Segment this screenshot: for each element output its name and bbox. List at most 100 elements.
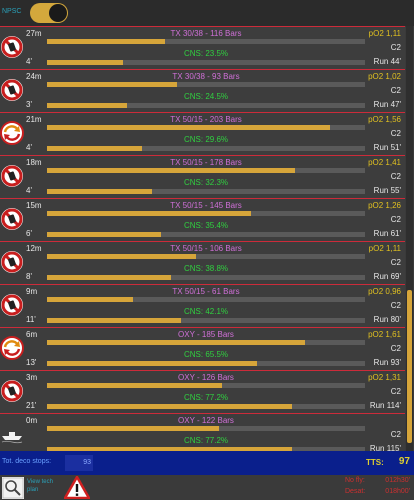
tank-pressure: TX 50/15 - 106 Bars <box>170 244 242 253</box>
tank-pressure: OXY - 122 Bars <box>178 416 234 425</box>
po2-value: pO2 1,31 <box>368 373 401 382</box>
cns-bar <box>47 103 365 108</box>
tank-pressure-fill <box>47 254 197 259</box>
cns-value: CNS: 29.6% <box>183 135 229 144</box>
stop-depth: 24m <box>26 72 42 81</box>
gas-switch-icon <box>0 121 24 145</box>
stop-time: 21' <box>26 401 37 410</box>
bottom-bar: View tech plan No fly: 012h30' Desat: 01… <box>0 474 414 500</box>
cns-fill <box>47 361 257 366</box>
cns-value: CNS: 32.3% <box>183 178 229 187</box>
run-time: Run 93' <box>373 358 401 367</box>
toggle-knob[interactable] <box>49 4 67 22</box>
stop-depth: 15m <box>26 201 42 210</box>
po2-value: pO2 1,56 <box>368 115 401 124</box>
run-time: Run 55' <box>373 186 401 195</box>
run-time: Run 51' <box>373 143 401 152</box>
desat-label: Desat: <box>345 488 366 495</box>
tank-pressure-bar <box>47 297 365 302</box>
warning-icon[interactable] <box>62 474 92 500</box>
stop-depth: 6m <box>26 330 38 339</box>
deco-stop-row[interactable]: 3m 21' OXY - 126 Bars CNS: 77.2% pO2 1,31 C2 R… <box>0 370 405 413</box>
view-plan-link[interactable]: View tech plan <box>27 479 53 493</box>
deco-stop-row[interactable]: 6m 13' OXY - 185 Bars CNS: 65.5% pO2 1,61 C2 R… <box>0 327 405 370</box>
cns-fill <box>47 275 172 280</box>
gas-label: C2 <box>390 215 401 224</box>
desat-value: 018h00' <box>385 488 410 495</box>
tank-pressure: TX 50/15 - 61 Bars <box>172 287 240 296</box>
tank-pressure: TX 50/15 - 145 Bars <box>170 201 242 210</box>
tank-pressure-bar <box>47 383 365 388</box>
gas-label: C2 <box>390 43 401 52</box>
tank-pressure: OXY - 185 Bars <box>178 330 234 339</box>
stop-time: 11' <box>26 315 36 324</box>
tank-pressure-bar <box>47 211 365 216</box>
top-bar: NPSC <box>0 0 414 26</box>
scrollbar[interactable] <box>406 26 413 452</box>
cns-fill <box>47 447 292 452</box>
tank-pressure-fill <box>47 125 331 130</box>
gas-label: C2 <box>390 258 401 267</box>
cns-fill <box>47 318 181 323</box>
deco-stop-row[interactable]: 21m 4' TX 50/15 - 203 Bars CNS: 29.6% pO2 1,… <box>0 112 405 155</box>
tank-pressure-bar <box>47 82 365 87</box>
cns-bar <box>47 60 365 65</box>
tank-pressure-fill <box>47 297 133 302</box>
gas-label: C2 <box>390 430 401 439</box>
no-entry-icon <box>0 250 24 274</box>
summary-footer: Tot. deco stops: 93 TTS: 97 <box>0 451 414 475</box>
cns-bar <box>47 318 365 323</box>
tts-value: 97 <box>398 456 410 467</box>
stop-depth: 21m <box>26 115 42 124</box>
tank-pressure-bar <box>47 125 365 130</box>
stop-time: 3' <box>26 100 32 109</box>
cns-value: CNS: 42.1% <box>183 307 229 316</box>
gas-switch-icon <box>0 336 24 360</box>
no-entry-icon <box>0 164 24 188</box>
scrollbar-thumb[interactable] <box>407 290 412 444</box>
stop-time: 4' <box>26 143 32 152</box>
cns-bar <box>47 275 365 280</box>
cns-value: CNS: 77.2% <box>183 436 229 445</box>
cns-value: CNS: 24.5% <box>183 92 229 101</box>
no-fly-value: 012h30' <box>385 477 410 484</box>
deco-stop-row[interactable]: 24m 3' TX 30/38 - 93 Bars CNS: 24.5% pO2 1,0… <box>0 69 405 112</box>
run-time: Run 61' <box>373 229 401 238</box>
po2-value: pO2 0,96 <box>368 287 401 296</box>
po2-value: pO2 1,26 <box>368 201 401 210</box>
deco-stop-row[interactable]: 0m OXY - 122 Bars CNS: 77.2% C2 Run 115' <box>0 413 405 456</box>
tank-pressure-fill <box>47 383 222 388</box>
deco-stop-row[interactable]: 15m 6' TX 50/15 - 145 Bars CNS: 35.4% pO2 1,… <box>0 198 405 241</box>
tank-pressure-fill <box>47 340 305 345</box>
gas-label: C2 <box>390 344 401 353</box>
stop-time: 4' <box>26 57 32 66</box>
gas-label: C2 <box>390 129 401 138</box>
tank-pressure-fill <box>47 168 296 173</box>
cns-value: CNS: 23.5% <box>183 49 229 58</box>
no-entry-icon <box>0 207 24 231</box>
view-plan-icon[interactable] <box>2 477 24 499</box>
run-time: Run 115' <box>369 444 401 453</box>
no-fly-label: No fly: <box>345 477 365 484</box>
mode-toggle[interactable] <box>30 3 68 23</box>
cns-fill <box>47 103 127 108</box>
tank-pressure: TX 30/38 - 116 Bars <box>170 29 242 38</box>
po2-value: pO2 1,11 <box>368 244 401 253</box>
tank-pressure-fill <box>47 82 178 87</box>
deco-stops-label: Tot. deco stops: <box>2 458 52 465</box>
tank-pressure: OXY - 126 Bars <box>178 373 234 382</box>
deco-stop-row[interactable]: 12m 8' TX 50/15 - 106 Bars CNS: 38.8% pO2 1,… <box>0 241 405 284</box>
deco-stop-row[interactable]: 18m 4' TX 50/15 - 178 Bars CNS: 32.3% pO2 1,… <box>0 155 405 198</box>
deco-stops-value: 93 <box>65 455 93 471</box>
gas-label: C2 <box>390 301 401 310</box>
tank-pressure-fill <box>47 39 165 44</box>
gas-label: C2 <box>390 172 401 181</box>
tank-pressure-bar <box>47 168 365 173</box>
cns-value: CNS: 38.8% <box>183 264 229 273</box>
po2-value: pO2 1,41 <box>368 158 401 167</box>
deco-stop-row[interactable]: 27m 4' TX 30/38 - 116 Bars CNS: 23.5% pO2 1,… <box>0 26 405 69</box>
stop-time: 8' <box>26 272 32 281</box>
cns-fill <box>47 60 124 65</box>
deco-stop-row[interactable]: 9m 11' TX 50/15 - 61 Bars CNS: 42.1% pO2 0,9… <box>0 284 405 327</box>
stop-depth: 0m <box>26 416 38 425</box>
